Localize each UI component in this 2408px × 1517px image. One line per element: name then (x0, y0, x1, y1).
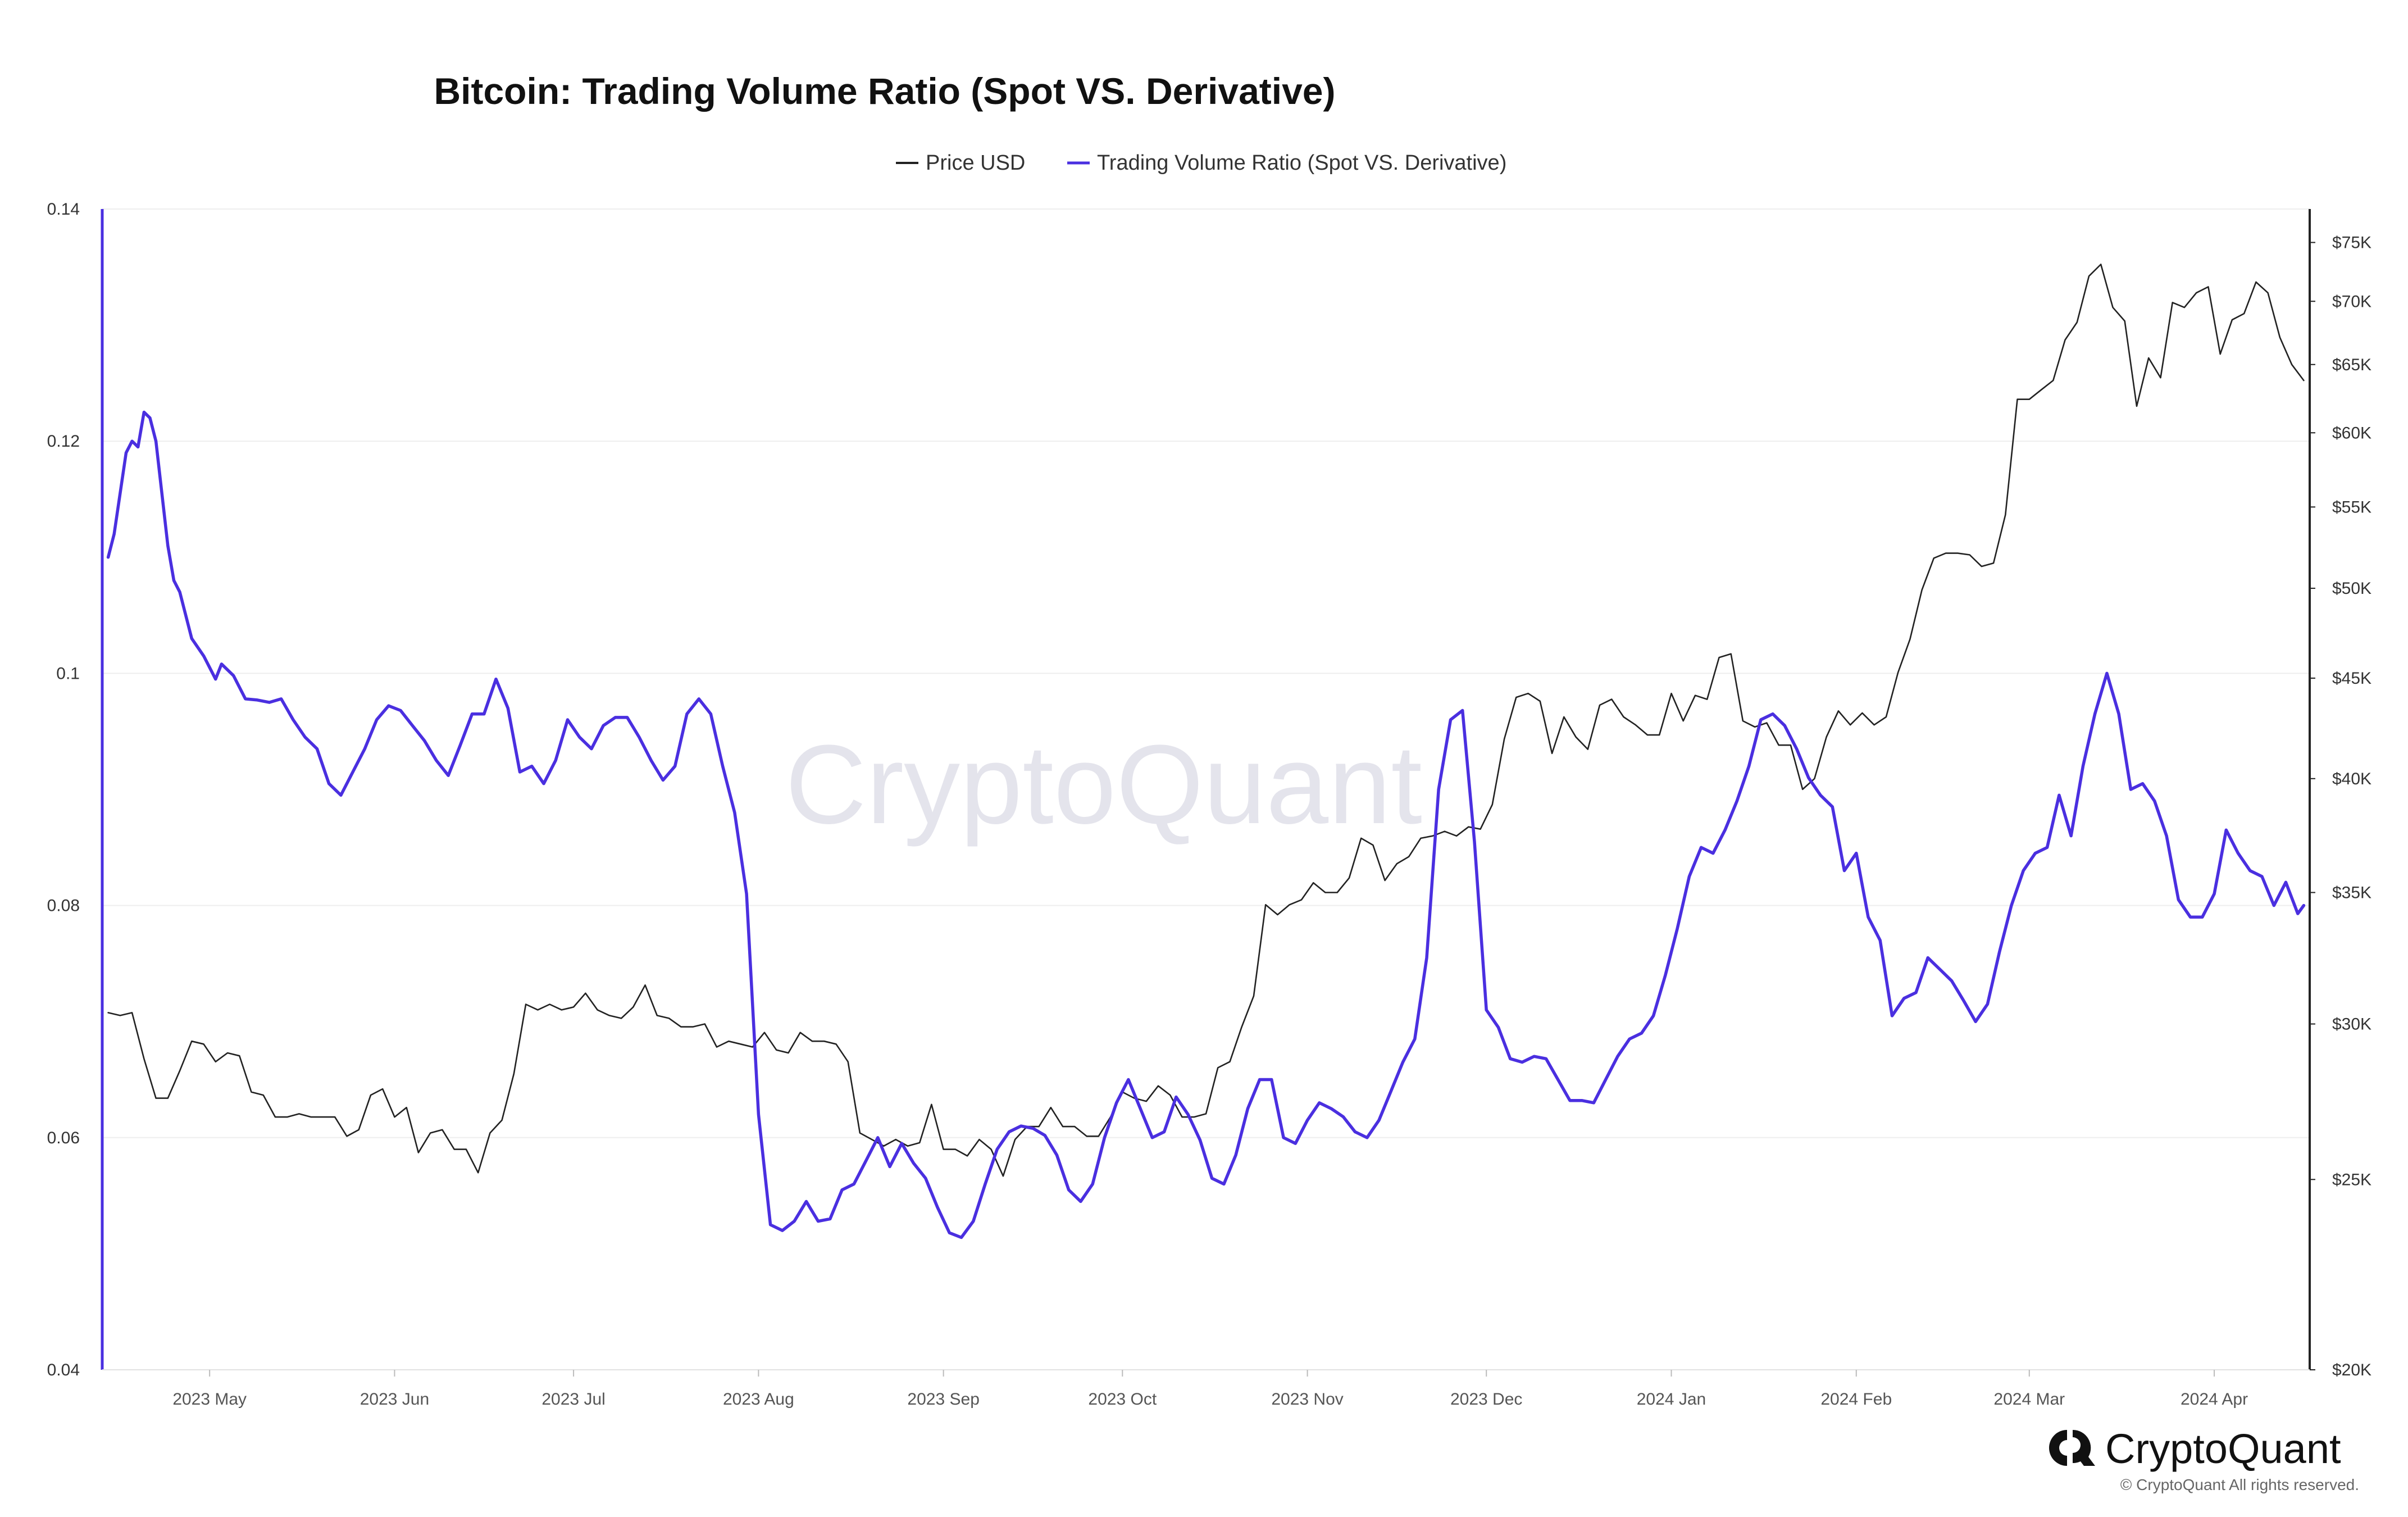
watermark: CryptoQuant (785, 722, 1422, 847)
left-tick-label: 0.04 (47, 1361, 80, 1379)
axes (101, 209, 2311, 1370)
x-tick-label: 2023 May (172, 1390, 247, 1409)
chart-title: Bitcoin: Trading Volume Ratio (Spot VS. … (434, 70, 1336, 112)
x-tick-label: 2023 Dec (1450, 1390, 1522, 1409)
right-tick-label: $60K (2332, 424, 2371, 442)
right-axis-ticks: $75K $70K $65K $60K $55K $50K $45K $40K $35K $30K… (2310, 234, 2371, 1379)
x-tick-label: 2023 Jul (541, 1390, 605, 1409)
brand-logo: CryptoQuant © CryptoQuant All rights res… (2049, 1425, 2359, 1493)
right-tick-label: $75K (2332, 234, 2371, 252)
right-tick-label: $35K (2332, 883, 2371, 902)
left-tick-label: 0.14 (47, 200, 80, 219)
x-tick-label: 2023 Nov (1271, 1390, 1343, 1409)
x-tick-label: 2024 Apr (2181, 1390, 2248, 1409)
x-tick-label: 2024 Jan (1637, 1390, 1706, 1409)
right-tick-label: $55K (2332, 498, 2371, 516)
series (106, 264, 2306, 1239)
right-tick-label: $50K (2332, 579, 2371, 598)
series-line-volume-ratio (106, 410, 2306, 1239)
x-axis-ticks: 2023 May 2023 Jun 2023 Jul 2023 Aug 2023 Sep… (172, 1370, 2248, 1409)
right-tick-label: $25K (2332, 1170, 2371, 1189)
copyright: © CryptoQuant All rights reserved. (2120, 1476, 2359, 1493)
legend: Price USD Trading Volume Ratio (Spot VS.… (896, 151, 1506, 175)
cryptoquant-logo-icon (2049, 1429, 2095, 1466)
legend-label-ratio: Trading Volume Ratio (Spot VS. Derivativ… (1097, 151, 1506, 175)
x-tick-label: 2023 Oct (1088, 1390, 1157, 1409)
left-tick-label: 0.08 (47, 897, 80, 915)
right-tick-label: $70K (2332, 292, 2371, 311)
left-tick-label: 0.12 (47, 432, 80, 451)
right-tick-label: $40K (2332, 770, 2371, 788)
x-tick-label: 2023 Jun (360, 1390, 429, 1409)
right-tick-label: $30K (2332, 1015, 2371, 1033)
right-tick-label: $20K (2332, 1361, 2371, 1379)
x-tick-label: 2024 Mar (1993, 1390, 2065, 1409)
legend-label-price: Price USD (926, 151, 1025, 175)
left-tick-label: 0.06 (47, 1129, 80, 1147)
left-tick-label: 0.1 (56, 664, 80, 683)
x-tick-label: 2023 Sep (907, 1390, 979, 1409)
series-line-price-usd (107, 264, 2305, 1177)
right-tick-label: $65K (2332, 356, 2371, 374)
brand-name: CryptoQuant (2105, 1425, 2341, 1472)
right-tick-label: $45K (2332, 669, 2371, 688)
x-tick-label: 2023 Aug (723, 1390, 794, 1409)
gridlines (102, 208, 2310, 1370)
left-axis-ticks: 0.14 0.12 0.1 0.08 0.06 0.04 (47, 200, 80, 1379)
x-tick-label: 2024 Feb (1820, 1390, 1892, 1409)
